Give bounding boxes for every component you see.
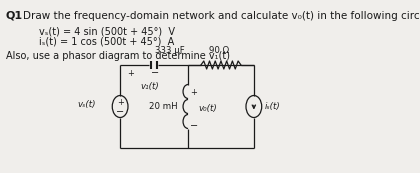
Text: 333 μF: 333 μF <box>155 46 185 55</box>
Text: +: + <box>117 98 123 107</box>
Text: +: + <box>127 69 134 78</box>
Text: vₛ(t) = 4 sin (500t + 45°)  V: vₛ(t) = 4 sin (500t + 45°) V <box>39 26 175 36</box>
Text: vₛ(t): vₛ(t) <box>77 100 96 109</box>
Text: 90 Ω: 90 Ω <box>210 46 230 55</box>
Text: iₛ(t): iₛ(t) <box>265 102 280 111</box>
Text: v₁(t): v₁(t) <box>140 82 159 91</box>
Text: −: − <box>151 68 159 78</box>
Text: Draw the frequency-domain network and calculate v₀(t) in the following circuit i: Draw the frequency-domain network and ca… <box>23 11 420 21</box>
Text: −: − <box>190 121 198 131</box>
Text: Also, use a phasor diagram to determine v₁(t): Also, use a phasor diagram to determine … <box>6 51 230 61</box>
Text: v₀(t): v₀(t) <box>198 104 217 113</box>
Text: Q1: Q1 <box>6 11 23 21</box>
Text: iₛ(t) = 1 cos (500t + 45°)  A: iₛ(t) = 1 cos (500t + 45°) A <box>39 37 175 47</box>
Text: 20 mH: 20 mH <box>150 102 178 111</box>
Text: +: + <box>190 88 197 97</box>
Text: −: − <box>116 107 124 116</box>
